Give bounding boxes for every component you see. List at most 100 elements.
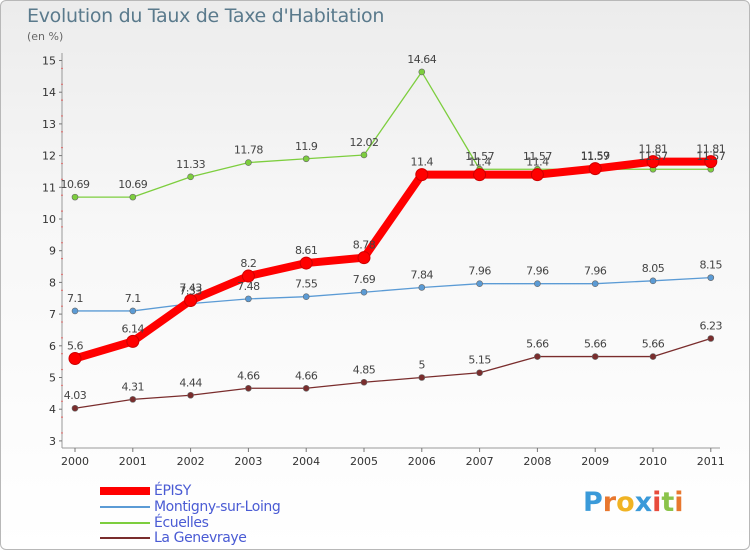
x-tick-label: 2007 [466,455,494,468]
data-point [591,353,599,360]
y-minor-tick [61,368,63,371]
data-label: 14.64 [407,53,436,66]
data-point [184,293,198,307]
data-label: 11.57 [523,150,552,163]
x-tick-label: 2003 [234,455,262,468]
data-label: 11.57 [639,150,668,163]
data-point [707,335,715,342]
y-tick-label: 13 [42,118,56,131]
legend-label: Montigny-sur-Loing [154,499,281,515]
data-label: 11.4 [411,156,434,169]
data-label: 5.66 [642,338,665,351]
x-tick-label: 2006 [408,455,436,468]
y-minor-tick [61,178,63,181]
data-label: 8.15 [700,259,723,272]
data-label: 8.78 [353,239,376,252]
data-point [68,351,82,365]
data-label: 7.96 [526,265,549,278]
chart-subtitle: (en %) [27,30,64,43]
data-point [530,168,544,182]
data-label: 4.85 [353,363,376,376]
data-point [71,404,79,412]
x-tick-label: 2011 [697,455,725,468]
data-label: 5.15 [468,354,491,367]
y-minor-tick [61,337,63,339]
data-point [591,280,599,287]
x-tick-label: 2009 [581,455,609,468]
logo-letter: o [616,487,635,518]
data-point [245,295,252,303]
y-minor-tick [61,83,63,85]
y-tick-label: 9 [49,245,56,258]
data-label: 7.43 [179,281,202,294]
data-label: 7.96 [468,265,491,278]
data-point [71,193,79,201]
y-minor-tick [61,194,63,196]
y-tick-label: 6 [49,340,56,353]
data-label: 5.66 [584,338,607,351]
data-point [360,288,368,296]
data-label: 5.6 [67,339,83,352]
y-tick-label: 4 [49,403,56,416]
y-minor-tick [61,210,63,212]
y-minor-tick [61,67,63,70]
x-tick-label: 2001 [119,455,147,468]
x-tick-label: 2002 [177,455,205,468]
y-minor-tick [61,416,63,418]
data-label: 7.69 [353,273,376,286]
legend-label: Écuelles [154,515,209,531]
data-label: 4.66 [295,369,318,382]
y-tick-label: 14 [42,86,56,99]
data-label: 11.81 [696,143,725,156]
series-line [74,276,712,312]
y-minor-tick [61,289,63,292]
data-label: 7.84 [411,268,434,281]
data-label: 4.66 [237,369,260,382]
logo-letter: t [661,487,675,518]
legend-label: ÉPISY [154,483,191,499]
data-point [649,277,657,285]
data-label: 7.48 [237,280,260,293]
x-tick-label: 2005 [350,455,378,468]
data-point [357,251,371,265]
logo-letter: i [652,487,662,518]
data-point [418,68,426,76]
data-point [418,374,426,381]
data-label: 11.78 [234,144,263,157]
y-minor-tick [61,384,63,387]
legend-swatch [100,506,150,508]
y-minor-tick [61,273,63,276]
y-tick-label: 8 [49,276,56,289]
data-label: 11.57 [465,150,494,163]
data-point [129,396,137,403]
y-tick-label: 11 [42,181,56,194]
chart-title: Evolution du Taux de Taxe d'Habitation [27,5,385,27]
y-minor-tick [61,131,63,133]
y-minor-tick [61,305,63,307]
data-point [418,284,426,291]
series-lines [68,68,718,412]
proxiti-logo: Proxiti [583,487,684,518]
data-point [534,280,541,287]
data-label: 7.55 [295,278,318,291]
data-label: 11.4 [468,156,491,169]
data-point [649,353,657,360]
y-minor-tick [61,321,63,323]
y-minor-tick [61,353,63,355]
data-label: 8.61 [295,244,318,257]
data-label: 10.69 [118,178,147,191]
x-tick-label: 2010 [639,455,667,468]
y-minor-tick [61,146,63,149]
series-line [74,71,712,198]
data-point [302,384,310,392]
logo-letter: x [634,487,653,518]
data-point [360,151,368,159]
logo-letter: P [583,487,603,518]
logo-letter: r [602,487,617,518]
y-tick-label: 7 [49,308,56,321]
data-label: 4.44 [179,376,202,389]
data-point [707,274,715,281]
axes: 3 4 5 6 7 8 9 10 11 12 13 14 15 2000 2001 2002 2003 2004 2… [42,53,725,468]
y-tick-label: 10 [42,213,56,226]
